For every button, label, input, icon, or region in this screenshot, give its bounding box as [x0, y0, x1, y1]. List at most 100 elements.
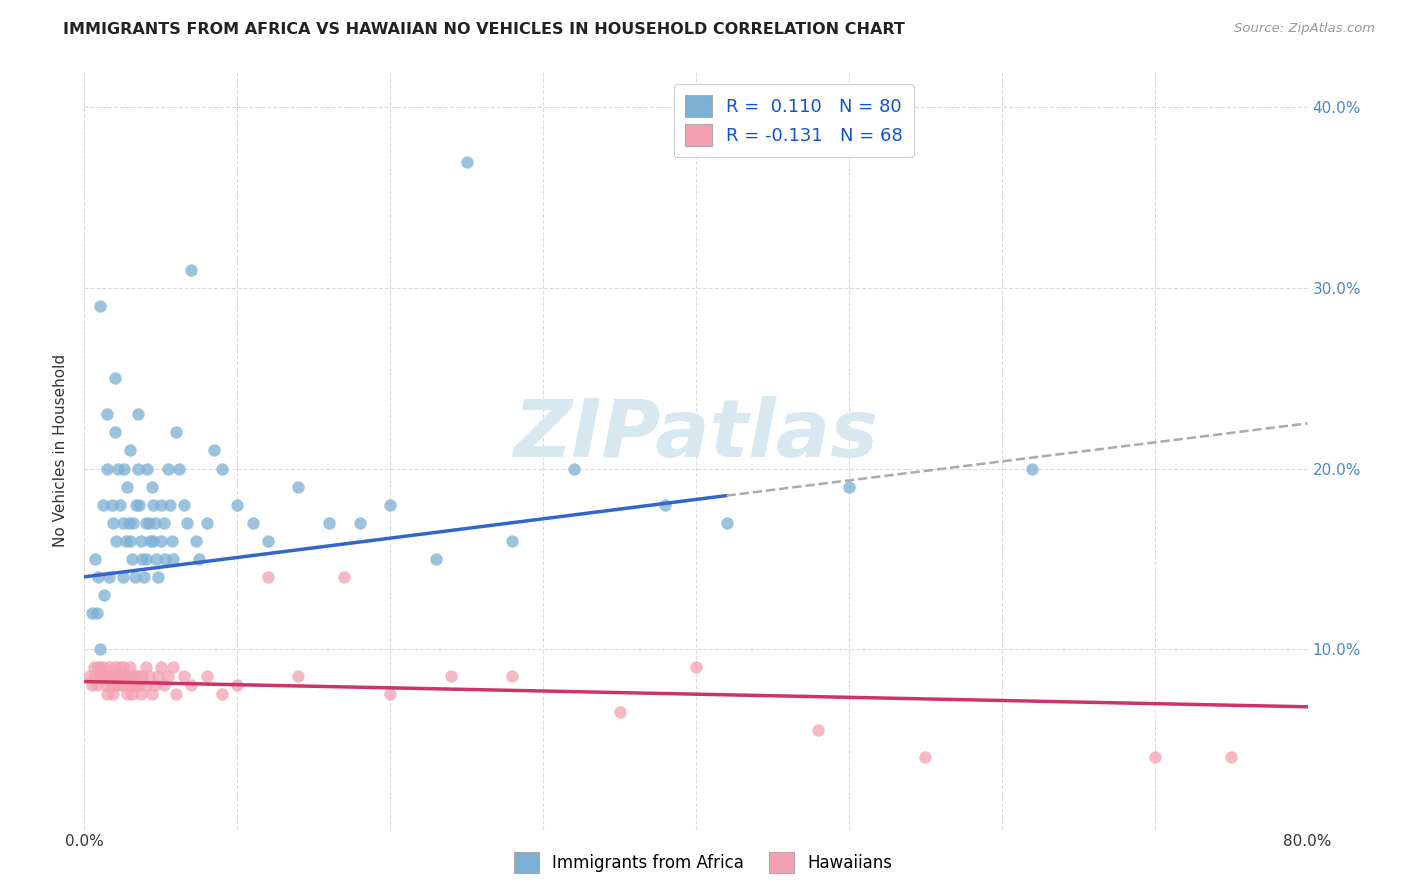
Point: [77, 669, 100, 683]
Point: [108, 660, 131, 674]
Point: [125, 498, 148, 512]
Point: [287, 479, 309, 493]
Point: [118, 678, 141, 692]
Point: [654, 498, 676, 512]
Point: [141, 687, 163, 701]
Point: [83, 660, 105, 674]
Point: [111, 660, 134, 674]
Point: [136, 461, 159, 475]
Point: [173, 498, 195, 512]
Point: [128, 498, 150, 512]
Point: [132, 570, 155, 584]
Point: [173, 669, 195, 683]
Point: [502, 669, 524, 683]
Point: [425, 551, 447, 566]
Text: Source: ZipAtlas.com: Source: ZipAtlas.com: [1234, 22, 1375, 36]
Point: [122, 516, 145, 530]
Point: [101, 498, 124, 512]
Point: [101, 678, 124, 692]
Point: [125, 678, 148, 692]
Point: [121, 687, 143, 701]
Point: [97, 570, 120, 584]
Point: [160, 533, 183, 548]
Point: [96, 669, 118, 683]
Point: [159, 498, 181, 512]
Point: [96, 461, 118, 475]
Point: [122, 678, 145, 692]
Point: [914, 750, 936, 764]
Point: [135, 678, 157, 692]
Point: [165, 425, 187, 440]
Point: [80, 606, 103, 620]
Point: [124, 570, 146, 584]
Point: [93, 588, 115, 602]
Point: [333, 570, 356, 584]
Point: [157, 669, 180, 683]
Point: [120, 669, 142, 683]
Point: [118, 516, 141, 530]
Point: [502, 533, 524, 548]
Point: [149, 533, 172, 548]
Point: [138, 516, 160, 530]
Point: [96, 687, 118, 701]
Y-axis label: No Vehicles in Household: No Vehicles in Household: [53, 354, 69, 547]
Point: [685, 660, 707, 674]
Point: [84, 669, 107, 683]
Point: [127, 461, 149, 475]
Point: [153, 678, 176, 692]
Point: [349, 516, 371, 530]
Text: IMMIGRANTS FROM AFRICA VS HAWAIIAN NO VEHICLES IN HOUSEHOLD CORRELATION CHART: IMMIGRANTS FROM AFRICA VS HAWAIIAN NO VE…: [63, 22, 905, 37]
Point: [112, 678, 135, 692]
Point: [121, 551, 143, 566]
Point: [135, 660, 157, 674]
Point: [115, 687, 138, 701]
Point: [104, 425, 127, 440]
Point: [131, 669, 153, 683]
Point: [162, 660, 184, 674]
Point: [135, 516, 157, 530]
Point: [114, 669, 136, 683]
Point: [104, 660, 127, 674]
Point: [108, 498, 131, 512]
Point: [124, 669, 146, 683]
Point: [155, 551, 177, 566]
Point: [120, 533, 142, 548]
Point: [104, 371, 127, 385]
Point: [257, 570, 280, 584]
Point: [142, 498, 165, 512]
Point: [202, 443, 225, 458]
Point: [120, 443, 142, 458]
Point: [91, 660, 114, 674]
Point: [838, 479, 860, 493]
Point: [562, 461, 585, 475]
Point: [89, 299, 111, 313]
Point: [440, 669, 463, 683]
Point: [146, 669, 169, 683]
Point: [287, 669, 309, 683]
Point: [111, 669, 134, 683]
Point: [111, 516, 134, 530]
Point: [188, 551, 211, 566]
Point: [127, 669, 149, 683]
Point: [149, 498, 172, 512]
Point: [180, 678, 202, 692]
Point: [120, 660, 142, 674]
Point: [107, 461, 129, 475]
Point: [1021, 461, 1043, 475]
Point: [242, 516, 264, 530]
Point: [129, 687, 152, 701]
Point: [211, 687, 233, 701]
Point: [96, 408, 118, 422]
Point: [128, 678, 150, 692]
Point: [89, 642, 111, 657]
Point: [115, 479, 138, 493]
Point: [112, 461, 135, 475]
Point: [143, 678, 166, 692]
Point: [318, 516, 340, 530]
Point: [127, 408, 149, 422]
Point: [89, 660, 111, 674]
Point: [105, 533, 128, 548]
Point: [226, 498, 249, 512]
Point: [257, 533, 280, 548]
Point: [135, 551, 157, 566]
